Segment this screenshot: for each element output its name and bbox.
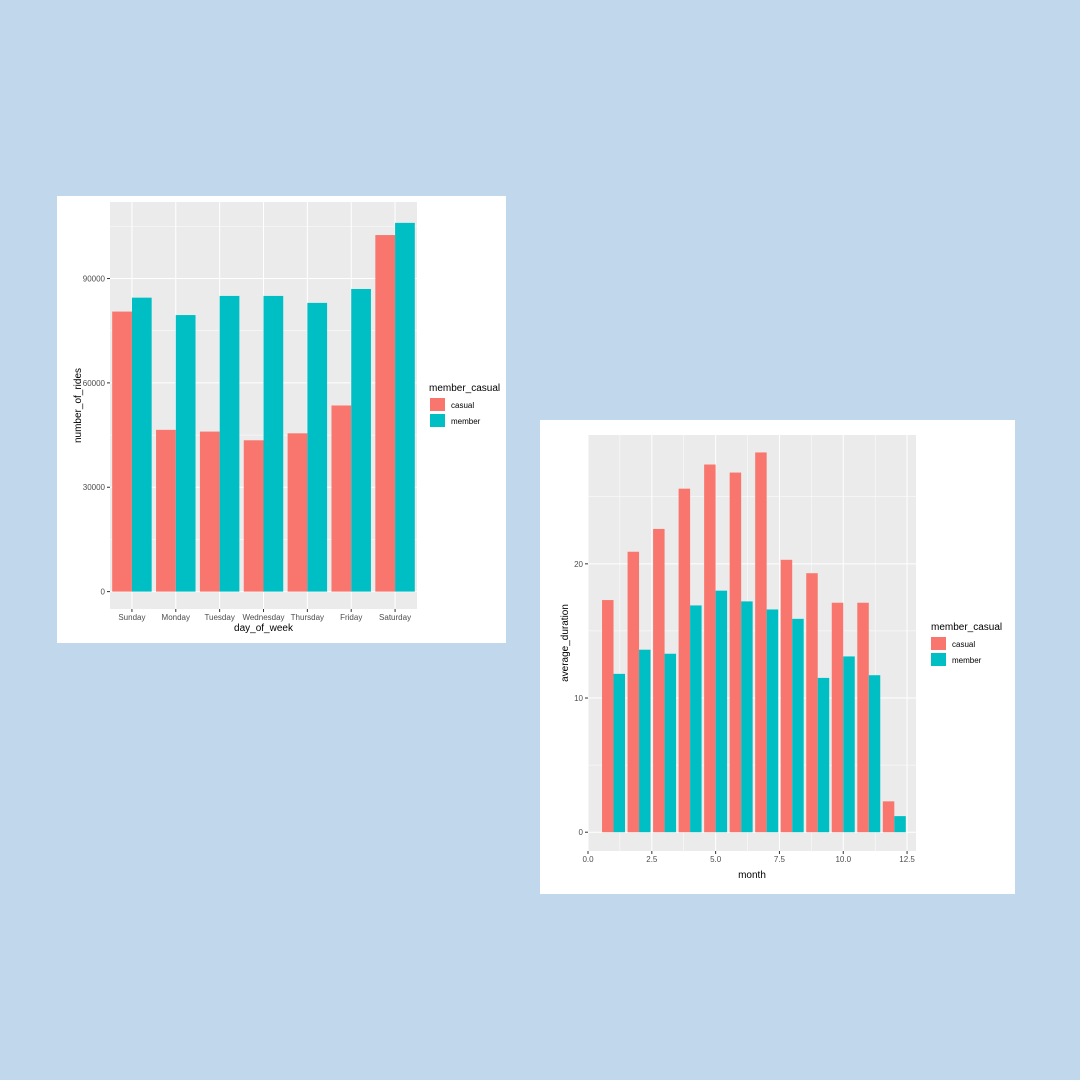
y-tick-label: 30000 xyxy=(83,483,106,492)
bar-member-month-11 xyxy=(868,675,881,833)
rides-by-day-chart-panel: 0 30000 60000 90000 Sunday Monday Tuesday Wedne… xyxy=(57,196,506,643)
bar-member-month-4 xyxy=(690,605,702,833)
x-tick-label: 5.0 xyxy=(710,855,722,864)
y-axis-title: average_duration xyxy=(560,604,571,682)
bar-casual-wednesday xyxy=(243,440,264,592)
bar-member-month-3 xyxy=(664,653,677,833)
bar-member-tuesday xyxy=(219,295,240,592)
x-tick-label: Thursday xyxy=(291,613,324,622)
legend-label-casual: casual xyxy=(952,640,975,649)
bar-casual-saturday xyxy=(375,235,396,592)
x-tick-label: 0.0 xyxy=(582,855,594,864)
x-tick-label: Saturday xyxy=(379,613,411,622)
rides-by-day-chart: 0 30000 60000 90000 Sunday Monday Tuesday Wedne… xyxy=(73,202,500,634)
bar-casual-monday xyxy=(156,429,176,592)
bar-casual-sunday xyxy=(112,311,132,592)
legend-label-member: member xyxy=(952,656,982,665)
legend-swatch-casual xyxy=(931,637,946,650)
bar-member-month-5 xyxy=(715,590,728,833)
bar-casual-month-10 xyxy=(831,602,844,833)
legend-swatch-member xyxy=(430,414,445,427)
bar-casual-tuesday xyxy=(199,431,220,592)
y-tick-label: 20 xyxy=(574,560,583,569)
legend-title: member_casual xyxy=(931,622,1002,633)
x-axis-title: month xyxy=(738,870,766,881)
bar-member-month-12 xyxy=(894,816,906,833)
x-tick-label: Wednesday xyxy=(242,613,284,622)
y-tick-label: 0 xyxy=(579,828,584,837)
bar-casual-month-5 xyxy=(704,464,716,833)
bar-member-friday xyxy=(351,288,371,592)
x-tick-label: Monday xyxy=(162,613,190,622)
y-tick-label: 60000 xyxy=(83,379,106,388)
bar-casual-month-6 xyxy=(729,472,742,833)
bar-member-month-7 xyxy=(766,609,779,833)
x-tick-label: 12.5 xyxy=(899,855,915,864)
bar-casual-month-3 xyxy=(653,528,665,833)
bar-member-saturday xyxy=(395,222,415,592)
legend-swatch-casual xyxy=(430,398,445,411)
bar-member-sunday xyxy=(131,297,152,592)
bar-casual-month-4 xyxy=(678,488,691,833)
bar-member-month-2 xyxy=(639,649,651,833)
x-tick-label: 7.5 xyxy=(774,855,786,864)
duration-by-month-chart-panel: 0 10 20 0.0 2.5 5.0 7.5 10.0 12.5 month average_du… xyxy=(540,420,1015,894)
y-axis-title: number_of_rides xyxy=(73,368,84,443)
x-tick-label: Friday xyxy=(340,613,362,622)
bar-casual-month-1 xyxy=(602,600,614,833)
y-tick-label: 10 xyxy=(574,694,583,703)
bar-member-wednesday xyxy=(263,295,284,592)
x-tick-label: Tuesday xyxy=(204,613,234,622)
bar-member-thursday xyxy=(307,302,328,592)
bar-casual-month-11 xyxy=(857,602,869,833)
bar-casual-month-7 xyxy=(755,452,767,833)
legend-swatch-member xyxy=(931,653,946,666)
x-tick-label: 2.5 xyxy=(646,855,658,864)
legend-label-member: member xyxy=(451,417,481,426)
duration-by-month-chart: 0 10 20 0.0 2.5 5.0 7.5 10.0 12.5 month average_du… xyxy=(560,435,1002,881)
bar-casual-month-2 xyxy=(627,551,640,833)
legend-label-casual: casual xyxy=(451,401,474,410)
x-axis-title: day_of_week xyxy=(234,623,294,634)
bar-casual-friday xyxy=(331,405,352,592)
x-tick-label: 10.0 xyxy=(835,855,851,864)
bar-member-month-6 xyxy=(741,601,753,833)
legend-title: member_casual xyxy=(429,383,500,394)
bar-casual-month-12 xyxy=(882,801,895,833)
bar-casual-thursday xyxy=(287,433,308,592)
x-tick-label: Sunday xyxy=(118,613,145,622)
bar-member-month-1 xyxy=(613,673,626,833)
bar-casual-month-9 xyxy=(806,573,818,833)
bar-member-month-9 xyxy=(817,677,830,833)
bar-member-month-10 xyxy=(843,656,855,833)
y-tick-label: 90000 xyxy=(83,275,106,284)
bar-member-month-8 xyxy=(792,618,804,833)
bar-casual-month-8 xyxy=(780,559,793,833)
bar-member-monday xyxy=(175,315,196,592)
y-tick-label: 0 xyxy=(101,588,106,597)
